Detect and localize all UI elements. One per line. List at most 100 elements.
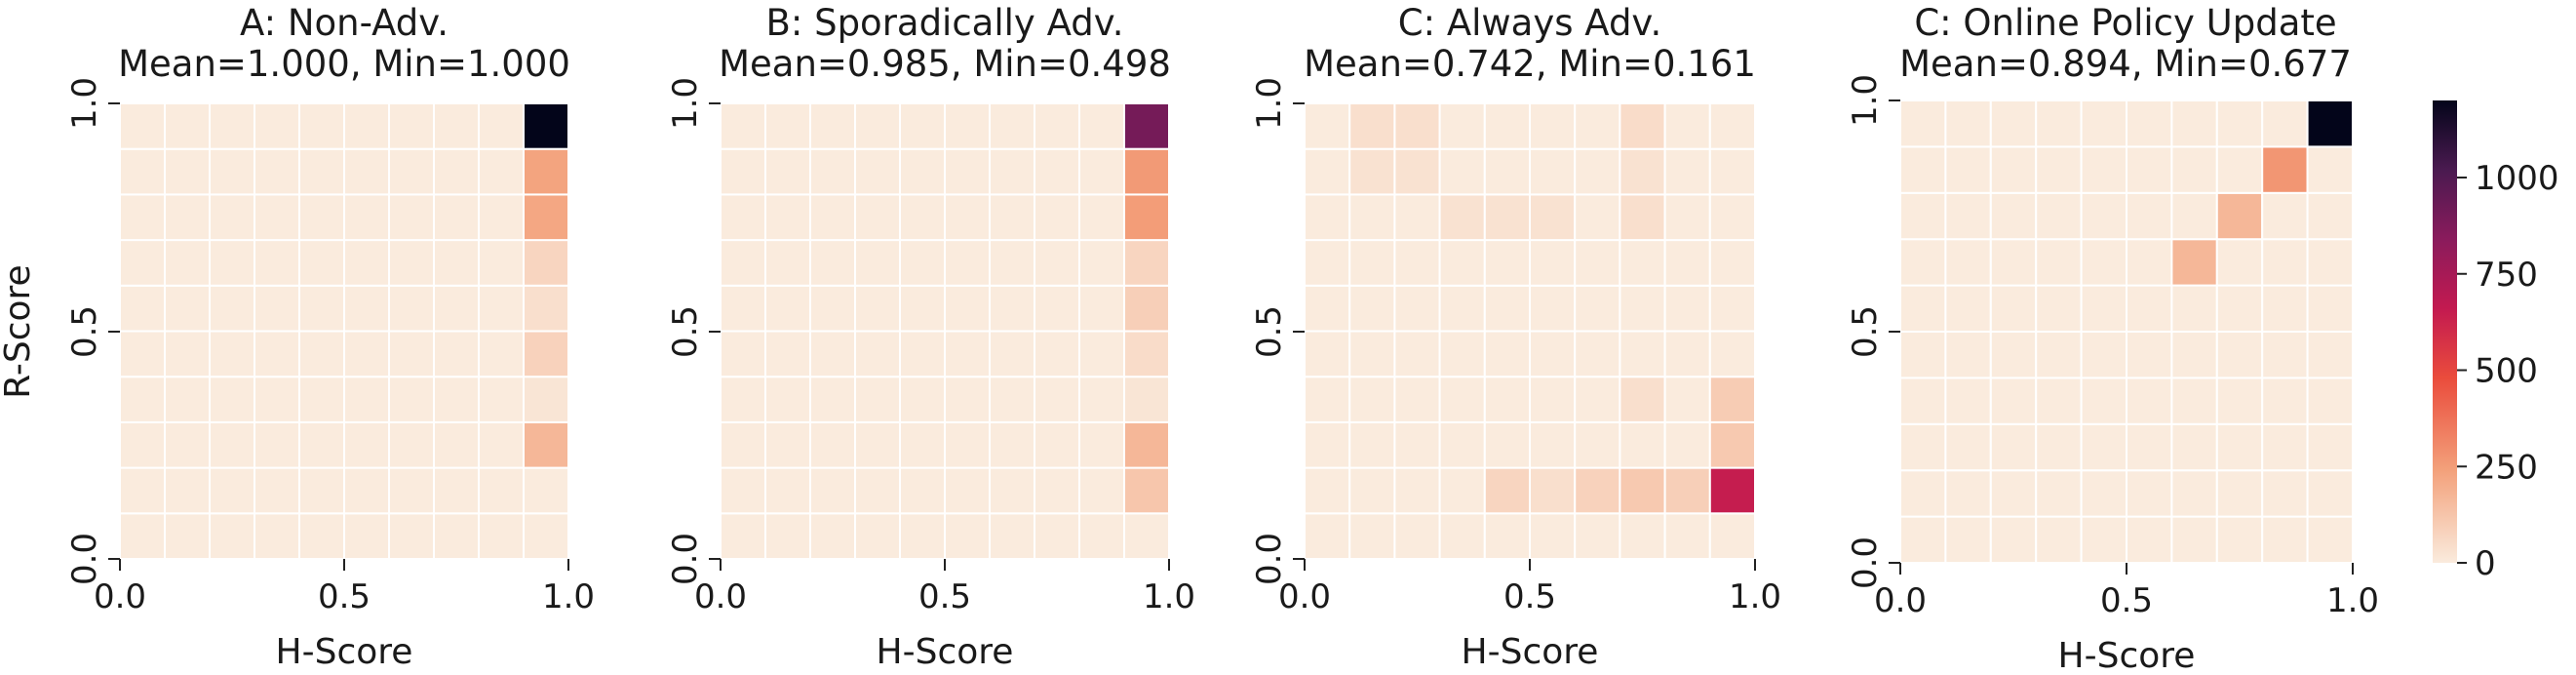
heatmap-cell <box>1663 330 1711 378</box>
heatmap-cell <box>2261 191 2309 241</box>
heatmap-cell <box>1123 376 1170 423</box>
heatmap-cell <box>343 284 390 333</box>
panel-a-y-tick-label: 1.0 <box>65 77 104 130</box>
heatmap-cell <box>298 330 345 378</box>
panel-d-x-tick-label: 0.5 <box>2100 581 2153 620</box>
heatmap-cell <box>1483 147 1532 196</box>
heatmap-cell <box>1034 376 1080 423</box>
heatmap-cell <box>764 376 811 423</box>
heatmap-cell <box>1304 102 1351 150</box>
heatmap-cell <box>2215 99 2264 148</box>
heatmap-cell <box>1619 147 1666 196</box>
heatmap-cell <box>2261 145 2309 194</box>
heatmap-cell <box>2215 238 2264 287</box>
heatmap-cell <box>1078 330 1125 378</box>
heatmap-cell <box>2080 422 2128 472</box>
heatmap-cell <box>2215 469 2264 518</box>
heatmap-cell <box>1944 191 1992 241</box>
heatmap-cell <box>764 512 811 560</box>
heatmap-cell <box>1304 193 1351 242</box>
heatmap-cell <box>1393 466 1441 515</box>
heatmap-cell <box>1304 420 1351 469</box>
heatmap-cell <box>433 420 480 469</box>
heatmap-cell <box>1034 239 1080 287</box>
heatmap-cell <box>164 512 211 560</box>
heatmap-cell <box>944 193 991 242</box>
heatmap-cell <box>2306 422 2355 472</box>
heatmap-cell <box>298 512 345 560</box>
heatmap-cell <box>433 147 480 196</box>
heatmap-cell <box>2215 191 2264 241</box>
heatmap-cell <box>1304 466 1351 515</box>
heatmap-cell <box>209 420 255 469</box>
heatmap-cell <box>2035 145 2083 194</box>
heatmap-cell <box>989 193 1035 242</box>
heatmap-cell <box>944 284 991 333</box>
heatmap-cell <box>164 466 211 515</box>
panel-b-y-tick-label: 1.0 <box>666 77 705 130</box>
panel-c-title: C: Always Adv. <box>1398 2 1661 44</box>
panel-d-x-tick-label: 0.0 <box>1874 581 1927 620</box>
heatmap-cell <box>1483 376 1532 423</box>
heatmap-cell <box>944 330 991 378</box>
panel-b-x-axis-label: H-Score <box>877 632 1014 672</box>
heatmap-cell <box>254 376 300 423</box>
heatmap-cell <box>1438 512 1486 560</box>
heatmap-cell <box>1483 193 1532 242</box>
panel-c-y-tick-label: 1.0 <box>1250 77 1289 130</box>
heatmap-cell <box>2170 377 2218 425</box>
heatmap-cell <box>1438 193 1486 242</box>
heatmap-cell <box>478 284 525 333</box>
panel-a-x-axis-label: H-Score <box>276 632 413 672</box>
heatmap-cell <box>1529 466 1577 515</box>
heatmap-cell <box>1078 512 1125 560</box>
heatmap-cell <box>388 284 435 333</box>
heatmap-cell <box>720 420 766 469</box>
heatmap-cell <box>1034 330 1080 378</box>
heatmap-cell <box>1708 330 1757 378</box>
heatmap-cell <box>1483 284 1532 333</box>
heatmap-cell <box>854 376 901 423</box>
heatmap-cell <box>1529 147 1577 196</box>
panel-b-subtitle: Mean=0.985, Min=0.498 <box>719 43 1171 85</box>
panel-d-title: C: Online Policy Update <box>1914 2 2336 44</box>
heatmap-cell <box>1899 238 1947 287</box>
heatmap-cell <box>720 147 766 196</box>
heatmap-cell <box>254 284 300 333</box>
heatmap-cell <box>388 102 435 150</box>
heatmap-cell <box>1989 238 2038 287</box>
heatmap-cell <box>433 376 480 423</box>
heatmap-cell <box>1348 193 1396 242</box>
heatmap-cell <box>944 102 991 150</box>
heatmap-cell <box>1619 284 1666 333</box>
heatmap-cell <box>119 102 166 150</box>
panel-a-y-tick-label: 0.0 <box>65 533 104 585</box>
heatmap-cell <box>119 239 166 287</box>
heatmap-cell <box>1663 193 1711 242</box>
heatmap-cell <box>388 193 435 242</box>
panel-c-x-tick-label: 0.5 <box>1503 577 1556 616</box>
heatmap-cell <box>1034 420 1080 469</box>
panel-a-subtitle: Mean=1.000, Min=1.000 <box>118 43 570 85</box>
heatmap-cell <box>2126 377 2173 425</box>
heatmap-cell <box>1123 330 1170 378</box>
heatmap-cell <box>1989 469 2038 518</box>
heatmap-cell <box>209 239 255 287</box>
heatmap-cell <box>2215 515 2264 564</box>
heatmap-cell <box>1393 330 1441 378</box>
heatmap-cell <box>1529 420 1577 469</box>
heatmap-cell <box>2080 377 2128 425</box>
heatmap-cell <box>523 512 569 560</box>
panel-d-cells <box>1899 99 2355 564</box>
heatmap-cell <box>899 284 946 333</box>
heatmap-cell <box>764 420 811 469</box>
heatmap-cell <box>343 239 390 287</box>
heatmap-cell <box>720 466 766 515</box>
heatmap-cell <box>164 284 211 333</box>
heatmap-cell <box>343 466 390 515</box>
heatmap-panel-c: C: Always Adv. Mean=0.742, Min=0.161 1.0… <box>1250 2 1781 672</box>
heatmap-cell <box>298 147 345 196</box>
heatmap-cell <box>1989 377 2038 425</box>
heatmap-cell <box>1304 239 1351 287</box>
